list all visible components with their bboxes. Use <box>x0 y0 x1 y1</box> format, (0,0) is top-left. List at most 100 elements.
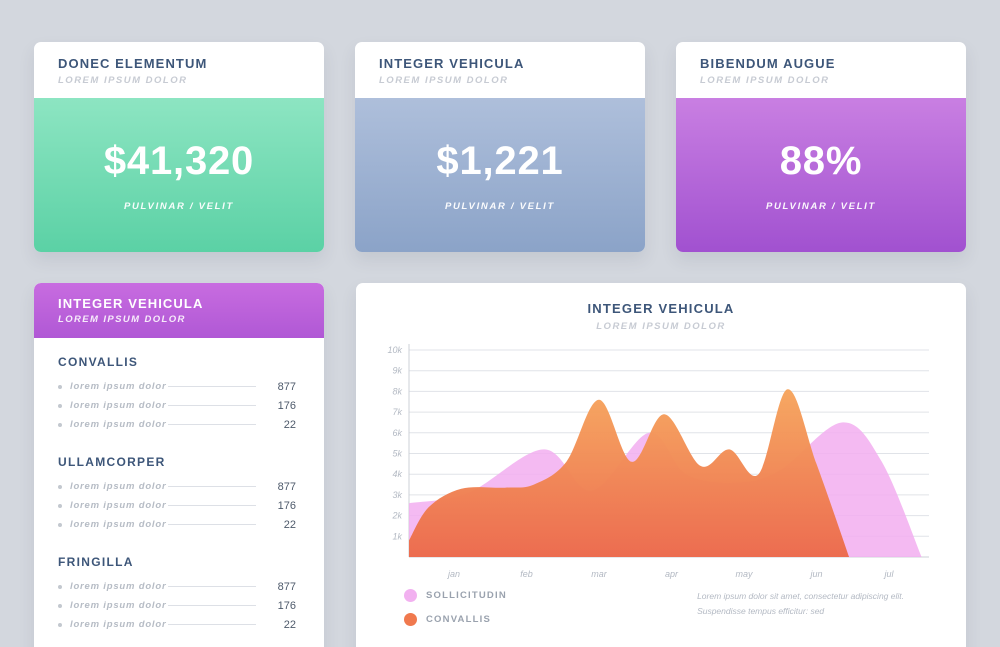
svg-text:4k: 4k <box>392 469 402 479</box>
row-value: 176 <box>277 599 296 612</box>
row-label: lorem ipsum dolor <box>70 619 167 630</box>
svg-text:jan: jan <box>447 569 460 579</box>
bullet-icon <box>58 522 62 527</box>
leader-line <box>168 524 256 525</box>
stat-card-donec-elementum: DONEC ELEMENTUM LOREM IPSUM DOLOR $41,32… <box>34 42 324 252</box>
bullet-icon <box>58 484 62 489</box>
svg-text:5k: 5k <box>392 449 402 459</box>
leader-line <box>168 486 256 487</box>
section-name: FRINGILLA <box>58 555 134 569</box>
legend-dot-icon <box>404 589 417 602</box>
row-value: 877 <box>277 480 296 493</box>
x-axis-labels: jan feb mar apr may jun jul <box>447 569 895 579</box>
svg-text:jun: jun <box>809 569 822 579</box>
legend-label: CONVALLIS <box>426 614 491 625</box>
svg-text:mar: mar <box>591 569 608 579</box>
stat-value: 88% <box>779 138 863 183</box>
stat-card-row: DONEC ELEMENTUM LOREM IPSUM DOLOR $41,32… <box>34 42 966 252</box>
list-item: lorem ipsum dolor 22 <box>58 615 296 634</box>
stat-card-value-panel: $41,320 PULVINAR / VELIT <box>34 98 324 252</box>
chart-subtitle: LOREM IPSUM DOLOR <box>596 321 726 332</box>
stat-caption: PULVINAR / VELIT <box>123 200 235 212</box>
row-value: 176 <box>277 399 296 412</box>
legend-label: SOLLICITUDIN <box>426 590 507 601</box>
stat-card-header: DONEC ELEMENTUM LOREM IPSUM DOLOR <box>34 42 324 98</box>
list-section: CONVALLIS lorem ipsum dolor 877 lorem ipsum… <box>58 355 296 434</box>
row-value: 176 <box>277 499 296 512</box>
svg-text:feb: feb <box>520 569 533 579</box>
list-item: lorem ipsum dolor 877 <box>58 377 296 396</box>
svg-text:jul: jul <box>883 569 894 579</box>
list-card-subtitle: LOREM IPSUM DOLOR <box>58 314 186 325</box>
list-item: lorem ipsum dolor 22 <box>58 415 296 434</box>
row-label: lorem ipsum dolor <box>70 381 167 392</box>
leader-line <box>168 405 256 406</box>
chart-notes: Lorem ipsum dolor sit amet, consectetur … <box>697 589 904 619</box>
stat-card-subtitle: LOREM IPSUM DOLOR <box>379 75 509 86</box>
note-line: Lorem ipsum dolor sit amet, consectetur … <box>697 591 904 601</box>
leader-line <box>168 424 256 425</box>
chart-title: INTEGER VEHICULA <box>587 301 735 316</box>
row-label: lorem ipsum dolor <box>70 400 167 411</box>
svg-text:8k: 8k <box>392 386 402 396</box>
stat-card-title: DONEC ELEMENTUM <box>58 56 208 71</box>
list-item: lorem ipsum dolor 877 <box>58 477 296 496</box>
list-section: ULLAMCORPER lorem ipsum dolor 877 lorem ips… <box>58 455 296 534</box>
svg-text:2k: 2k <box>391 511 402 521</box>
list-item: lorem ipsum dolor 877 <box>58 577 296 596</box>
bullet-icon <box>58 403 62 408</box>
list-card: INTEGER VEHICULA LOREM IPSUM DOLOR CONVA… <box>34 283 324 647</box>
list-section: FRINGILLA lorem ipsum dolor 877 lorem ipsum… <box>58 555 296 634</box>
chart-card: INTEGER VEHICULA LOREM IPSUM DOLOR 1k 2k 3… <box>356 283 966 647</box>
note-line: Suspendisse tempus efficitur: sed <box>697 605 825 616</box>
svg-text:apr: apr <box>665 569 679 579</box>
list-item: lorem ipsum dolor 176 <box>58 396 296 415</box>
svg-text:1k: 1k <box>392 531 402 541</box>
list-item: lorem ipsum dolor 176 <box>58 596 296 615</box>
chart-legend: SOLLICITUDIN CONVALLIS <box>404 589 507 637</box>
bullet-icon <box>58 622 62 627</box>
row-value: 877 <box>277 380 296 393</box>
svg-text:6k: 6k <box>392 428 402 438</box>
leader-line <box>168 605 256 606</box>
stat-card-integer-vehicula: INTEGER VEHICULA LOREM IPSUM DOLOR $1,22… <box>355 42 645 252</box>
stat-card-value-panel: $1,221 PULVINAR / VELIT <box>355 98 645 252</box>
row-value: 877 <box>277 580 296 593</box>
stat-card-subtitle: LOREM IPSUM DOLOR <box>58 75 188 86</box>
bullet-icon <box>58 384 62 389</box>
svg-text:may: may <box>735 569 753 579</box>
area-series-convallis <box>409 389 850 557</box>
stat-caption: PULVINAR / VELIT <box>444 200 556 212</box>
row-value: 22 <box>283 418 296 431</box>
stat-card-bibendum-augue: BIBENDUM AUGUE LOREM IPSUM DOLOR 88% PUL… <box>676 42 966 252</box>
stat-card-header: INTEGER VEHICULA LOREM IPSUM DOLOR <box>355 42 645 98</box>
stat-value: $41,320 <box>103 138 255 183</box>
legend-item: SOLLICITUDIN <box>404 589 507 602</box>
row-label: lorem ipsum dolor <box>70 419 167 430</box>
svg-text:3k: 3k <box>392 490 402 500</box>
y-axis-labels: 1k 2k 3k 4k 5k 6k 7k 8k 9k 10k <box>387 345 402 541</box>
bullet-icon <box>58 503 62 508</box>
chart-footer: SOLLICITUDIN CONVALLIS Lorem ipsum dolor … <box>356 585 966 637</box>
list-card-title: INTEGER VEHICULA <box>58 296 204 311</box>
stat-caption: PULVINAR / VELIT <box>765 200 877 212</box>
leader-line <box>168 586 256 587</box>
stat-card-title: BIBENDUM AUGUE <box>700 56 836 71</box>
legend-dot-icon <box>404 613 417 626</box>
row-value: 22 <box>283 518 296 531</box>
bullet-icon <box>58 603 62 608</box>
row-label: lorem ipsum dolor <box>70 481 167 492</box>
bullet-icon <box>58 422 62 427</box>
bottom-row: INTEGER VEHICULA LOREM IPSUM DOLOR CONVA… <box>34 283 966 647</box>
row-label: lorem ipsum dolor <box>70 500 167 511</box>
row-label: lorem ipsum dolor <box>70 581 167 592</box>
stat-card-subtitle: LOREM IPSUM DOLOR <box>700 75 830 86</box>
list-item: lorem ipsum dolor 22 <box>58 515 296 534</box>
bullet-icon <box>58 584 62 589</box>
section-name: ULLAMCORPER <box>58 455 166 469</box>
list-card-header: INTEGER VEHICULA LOREM IPSUM DOLOR <box>34 283 324 338</box>
leader-line <box>168 505 256 506</box>
list-sections: CONVALLIS lorem ipsum dolor 877 lorem ipsum… <box>34 338 324 634</box>
